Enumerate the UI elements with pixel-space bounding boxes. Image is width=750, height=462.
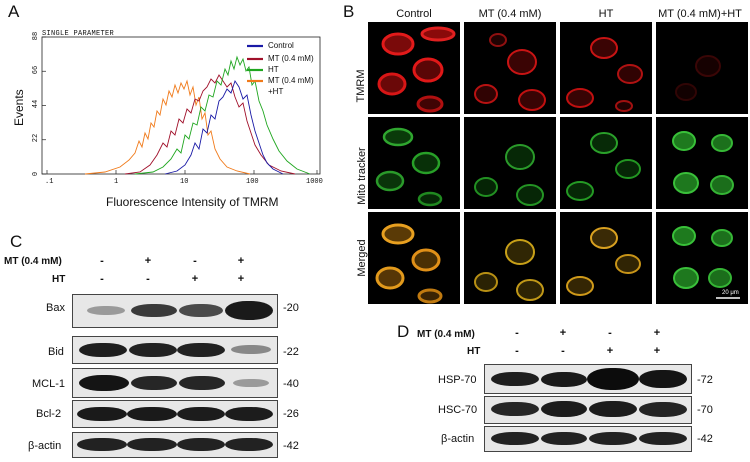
legend-label-mt-ht-line2: +HT xyxy=(268,87,284,96)
sign-ht-4: + xyxy=(237,273,245,285)
micrograph-mito-control xyxy=(368,117,460,209)
histogram-y-label: Events xyxy=(12,89,26,126)
x-tick-1: 1 xyxy=(114,178,119,186)
blot-mcl-1 xyxy=(72,368,278,398)
column-header-mt-ht: MT (0.4 mM)+HT xyxy=(658,8,742,20)
sign-mt-1: - xyxy=(100,255,104,267)
micrograph-tmrm-control xyxy=(368,22,460,114)
blot-label-bcl-2: Bcl-2 xyxy=(36,408,62,420)
panel-label-c: C xyxy=(10,232,23,251)
blot-bid xyxy=(72,336,278,364)
micrograph-merged-ht xyxy=(560,212,652,304)
micrograph-merged-mt-ht: 20 μm xyxy=(656,212,748,304)
blot-bcl-2 xyxy=(72,400,278,428)
histogram-series-ht xyxy=(134,55,311,175)
blot-label-bax: Bax xyxy=(46,302,65,314)
tmrm-histogram xyxy=(41,36,321,175)
micrograph-tmrm-mt xyxy=(464,22,556,114)
micrograph-mito-ht xyxy=(560,117,652,209)
micrograph-mito-mt xyxy=(464,117,556,209)
blot-label-beta-actin-d: β-actin xyxy=(441,433,475,445)
x-tick-1000: 1000 xyxy=(306,178,323,186)
row-header-merged: Merged xyxy=(356,239,368,277)
sign-mt-3: - xyxy=(193,255,197,267)
blot-label-bid: Bid xyxy=(48,346,64,358)
column-header-mt: MT (0.4 mM) xyxy=(478,8,542,20)
sign-mt-d-4: + xyxy=(653,327,661,339)
histogram-x-label: Fluorescence Intensity of TMRM xyxy=(106,195,279,209)
panel-label-a: A xyxy=(8,2,20,21)
blot-label-mcl-1: MCL-1 xyxy=(32,378,66,390)
sign-ht-d-3: + xyxy=(606,345,614,357)
sign-ht-3: + xyxy=(191,273,199,285)
mw-hsc-70: -70 xyxy=(697,404,713,416)
sign-mt-2: + xyxy=(144,255,152,267)
mw-hsp-70: -72 xyxy=(697,374,713,386)
legend-label-ht: HT xyxy=(268,65,279,74)
y-tick-66: 66 xyxy=(32,65,41,75)
legend-label-mt: MT (0.4 mM) xyxy=(268,54,314,63)
micrograph-merged-mt xyxy=(464,212,556,304)
y-tick-44: 44 xyxy=(32,99,41,109)
sign-mt-4: + xyxy=(237,255,245,267)
blot-bax xyxy=(72,294,278,328)
y-tick-88: 88 xyxy=(32,31,41,41)
histogram-legend xyxy=(247,44,263,83)
micrograph-merged-control xyxy=(368,212,460,304)
sign-mt-d-3: - xyxy=(608,327,612,339)
sign-ht-d-1: - xyxy=(515,345,519,357)
mw-mcl-1: -40 xyxy=(283,378,299,390)
histogram-header: SINGLE PARAMETER xyxy=(42,30,115,38)
column-header-ht: HT xyxy=(598,8,614,20)
micrograph-tmrm-ht xyxy=(560,22,652,114)
row-header-tmrm: TMRM xyxy=(355,69,367,103)
sign-ht-d-2: - xyxy=(561,345,565,357)
sign-mt-d-2: + xyxy=(559,327,567,339)
mw-bcl-2: -26 xyxy=(283,408,299,420)
histogram-series-mt xyxy=(124,74,296,175)
histogram-series-mt-ht xyxy=(84,79,251,175)
y-tick-0: 0 xyxy=(32,171,41,177)
legend-label-control: Control xyxy=(268,41,294,50)
blot-beta-actin-d xyxy=(484,426,692,452)
legend-label-mt-ht: MT (0.4 mM) xyxy=(268,76,314,85)
mw-bax: -20 xyxy=(283,302,299,314)
blot-label-hsc-70: HSC-70 xyxy=(438,404,478,416)
blot-label-hsp-70: HSP-70 xyxy=(438,374,477,386)
treatment-label-mt-d: MT (0.4 mM) xyxy=(417,329,475,340)
treatment-label-ht-d: HT xyxy=(467,346,481,357)
blot-beta-actin-c xyxy=(72,432,278,458)
micrograph-mito-mt-ht xyxy=(656,117,748,209)
mw-bid: -22 xyxy=(283,346,299,358)
blot-hsc-70 xyxy=(484,396,692,424)
y-tick-22: 22 xyxy=(32,133,41,143)
x-tick-100: 100 xyxy=(246,178,259,186)
sign-ht-1: - xyxy=(100,273,104,285)
histogram-series-control xyxy=(164,79,284,175)
panel-label-b: B xyxy=(343,2,355,21)
treatment-label-mt: MT (0.4 mM) xyxy=(4,256,62,267)
sign-ht-d-4: + xyxy=(653,345,661,357)
column-header-control: Control xyxy=(396,8,432,20)
panel-label-d: D xyxy=(397,322,410,341)
micrograph-tmrm-mt-ht xyxy=(656,22,748,114)
treatment-label-ht: HT xyxy=(52,274,66,285)
mw-beta-actin-c: -42 xyxy=(283,440,299,452)
mw-beta-actin-d: -42 xyxy=(697,433,713,445)
x-tick-0.1: .1 xyxy=(45,178,54,186)
blot-label-beta-actin-c: β-actin xyxy=(28,440,62,452)
row-header-mito-tracker: Mito tracker xyxy=(356,147,368,205)
x-tick-10: 10 xyxy=(180,178,189,186)
blot-hsp-70 xyxy=(484,364,692,394)
sign-mt-d-1: - xyxy=(515,327,519,339)
sign-ht-2: - xyxy=(146,273,150,285)
scale-bar-label: 20 μm xyxy=(722,290,739,296)
